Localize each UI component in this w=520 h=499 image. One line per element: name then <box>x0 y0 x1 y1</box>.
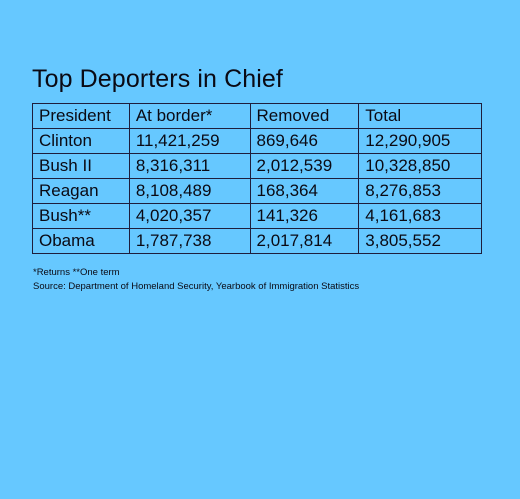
table-row: Clinton 11,421,259 869,646 12,290,905 <box>32 128 482 154</box>
cell-total: 12,290,905 <box>358 128 482 154</box>
table-row: Obama 1,787,738 2,017,814 3,805,552 <box>32 228 482 254</box>
cell-president: Bush II <box>32 153 130 179</box>
cell-at-border: 11,421,259 <box>128 128 251 154</box>
page-title: Top Deporters in Chief <box>32 65 283 93</box>
table-row: Bush** 4,020,357 141,326 4,161,683 <box>32 203 482 229</box>
cell-at-border: 8,316,311 <box>128 153 251 179</box>
header-president: President <box>32 103 130 129</box>
header-removed: Removed <box>249 103 360 129</box>
cell-total: 8,276,853 <box>358 178 482 204</box>
cell-removed: 2,017,814 <box>249 228 360 254</box>
table-row: Bush II 8,316,311 2,012,539 10,328,850 <box>32 153 482 179</box>
cell-president: Reagan <box>32 178 130 204</box>
cell-at-border: 4,020,357 <box>128 203 251 229</box>
header-at-border: At border* <box>128 103 251 129</box>
notes: *Returns **One term Source: Department o… <box>33 266 359 294</box>
cell-removed: 2,012,539 <box>249 153 360 179</box>
table-row: Reagan 8,108,489 168,364 8,276,853 <box>32 178 482 204</box>
cell-president: Clinton <box>32 128 130 154</box>
source-note: Source: Department of Homeland Security,… <box>33 281 360 292</box>
cell-removed: 869,646 <box>249 128 360 154</box>
cell-at-border: 1,787,738 <box>128 228 251 254</box>
cell-president: Bush** <box>32 203 130 229</box>
cell-removed: 168,364 <box>249 178 360 204</box>
cell-at-border: 8,108,489 <box>128 178 251 204</box>
cell-total: 4,161,683 <box>358 203 482 229</box>
header-total: Total <box>358 103 482 129</box>
cell-total: 3,805,552 <box>358 228 482 254</box>
cell-president: Obama <box>32 228 130 254</box>
cell-total: 10,328,850 <box>358 153 482 179</box>
table-header-row: President At border* Removed Total <box>32 103 482 129</box>
deporters-table: President At border* Removed Total Clint… <box>32 103 482 254</box>
cell-removed: 141,326 <box>249 203 360 229</box>
footnote: *Returns **One term <box>33 267 120 278</box>
